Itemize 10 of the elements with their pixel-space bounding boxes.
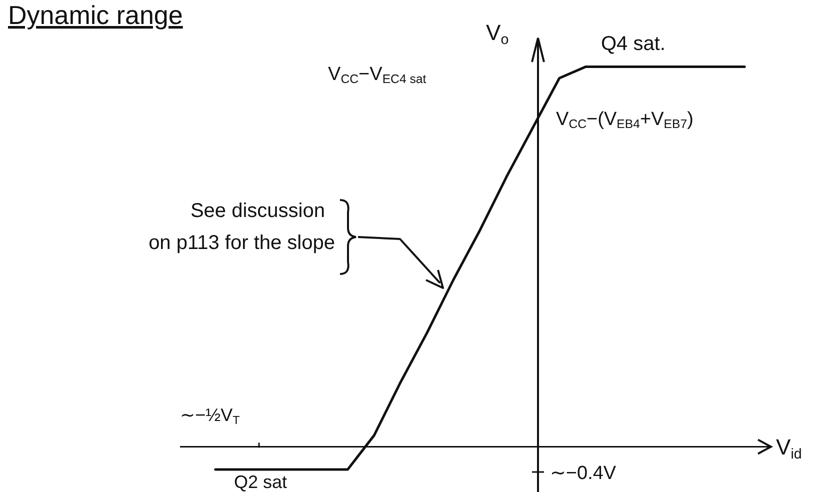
x-axis-title: V$_{id}$: [776, 434, 802, 462]
text: Q2 sat: [234, 472, 288, 492]
annotation: See discussion on p113 for the slope: [148, 200, 335, 254]
y-axis-title: V$_{o}$: [486, 20, 509, 48]
annotation: V$_{CC}$−V$_{EC4 sat}$: [328, 64, 427, 86]
text: Q4 sat.: [601, 33, 666, 55]
chart-title: Dynamic range: [8, 0, 183, 30]
annotation: ∼−0.4V: [550, 463, 616, 484]
annotation: ∼−½V$_{T}$: [180, 405, 240, 427]
annotation: V$_{CC}$−(V$_{EB4}$+V$_{EB7}$): [556, 109, 694, 131]
